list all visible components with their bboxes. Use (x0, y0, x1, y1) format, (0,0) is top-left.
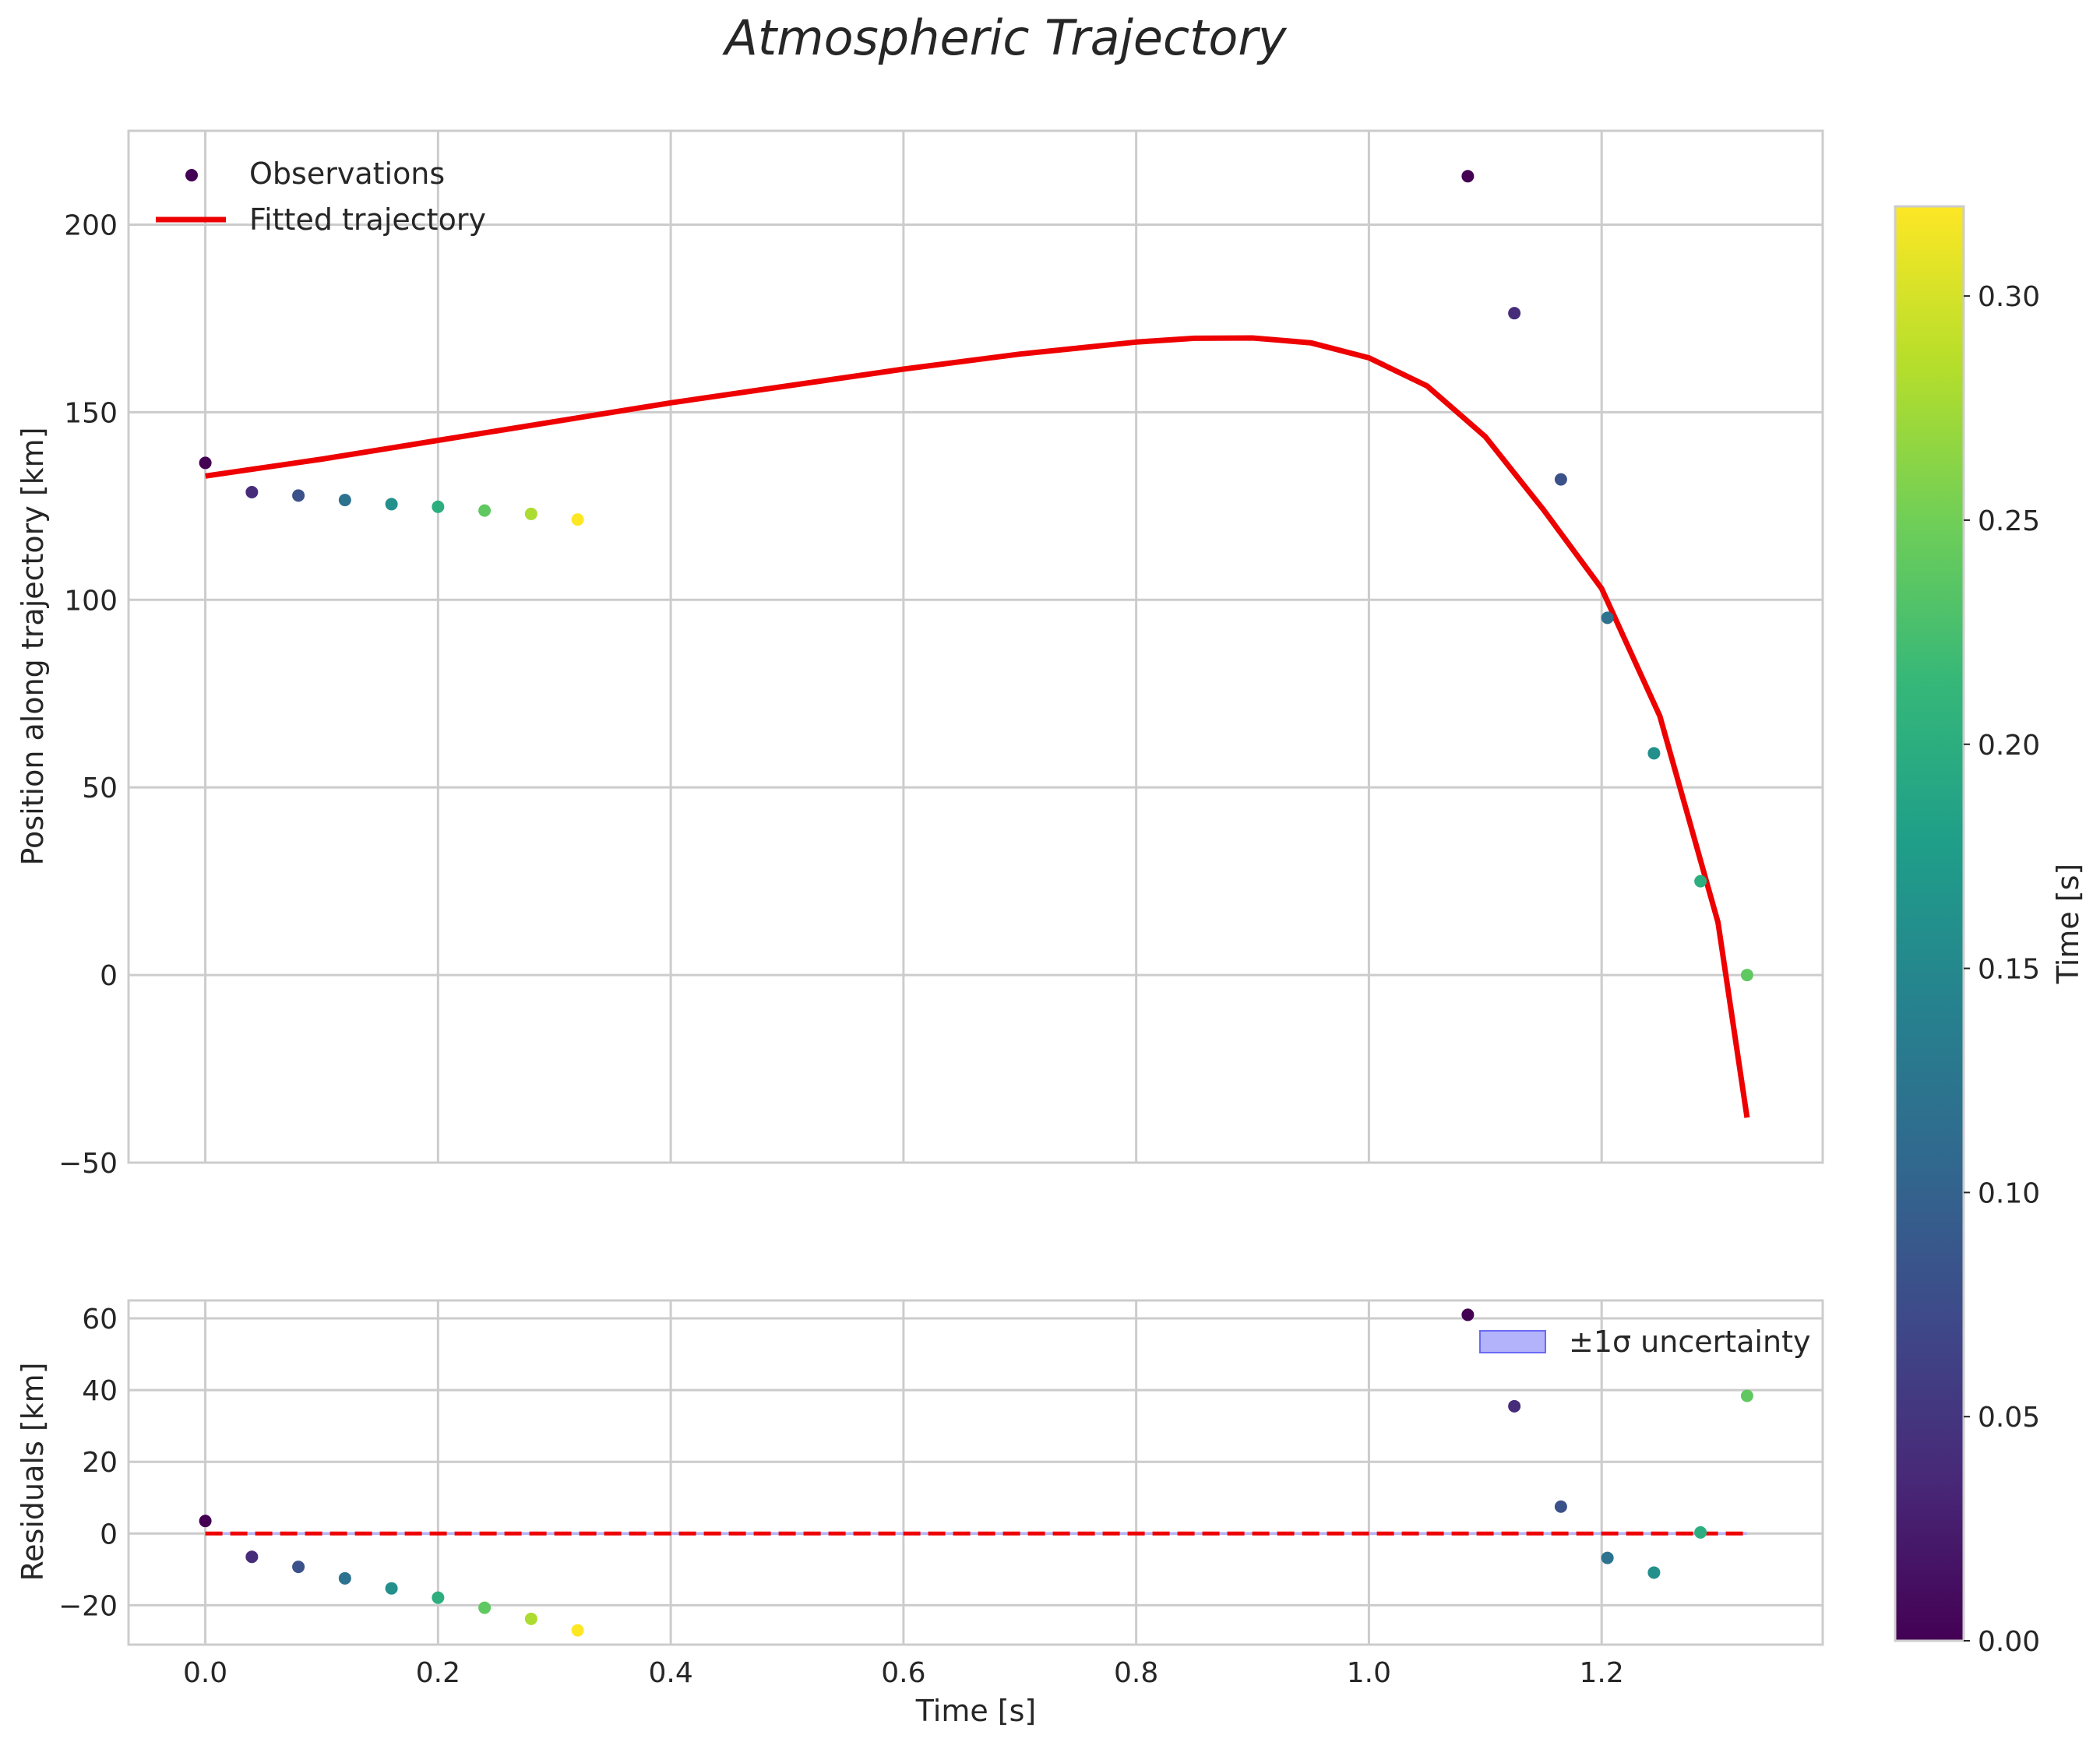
colorbar-tick-label: 0.20 (1978, 730, 2040, 762)
residual-point (338, 1571, 351, 1585)
bottom-axes: −20 0 20 40 60 0.0 0.2 0.4 0.6 0.8 1.0 1.2 Residua… (16, 1299, 1824, 1728)
top-gridlines (129, 131, 1823, 1164)
colorbar-tick-label: 0.30 (1978, 281, 2040, 313)
observation-point (1461, 170, 1475, 183)
bottom-x-tick-labels: 0.0 0.2 0.4 0.6 0.8 1.0 1.2 (183, 1657, 1624, 1689)
residual-point (1508, 1399, 1521, 1413)
residual-point (478, 1601, 492, 1614)
bottom-x-tick-label: 1.0 (1347, 1657, 1391, 1689)
legend-uncertainty-label: ±1σ uncertainty (1569, 1325, 1810, 1359)
observation-point (432, 500, 445, 513)
legend-observations-label: Observations (249, 157, 445, 191)
observation-point (1554, 473, 1567, 486)
top-y-tick-label: 200 (64, 209, 118, 241)
top-axes: −50 0 50 100 150 200 Position along trajector… (16, 129, 1824, 1180)
observation-points (199, 170, 1753, 982)
observation-point (524, 507, 537, 520)
uncertainty-band (205, 1532, 1747, 1536)
colorbar-tick-label: 0.10 (1978, 1177, 2040, 1209)
bottom-y-tick-label: 0 (100, 1518, 118, 1550)
observation-point (338, 494, 351, 507)
bottom-x-tick-label: 0.0 (183, 1657, 227, 1689)
top-y-tick-label: 50 (82, 772, 118, 804)
chart-title: Atmospheric Trajectory (721, 9, 1287, 66)
colorbar-gradient (1895, 206, 1964, 1641)
colorbar-label: Time [s] (2051, 864, 2085, 985)
observation-point (292, 489, 305, 502)
observation-point (1508, 307, 1521, 320)
fitted-trajectory-line (205, 335, 1750, 1118)
residual-point (1647, 1566, 1661, 1579)
observation-point (385, 498, 398, 511)
colorbar-tick-labels: 0.00 0.05 0.10 0.15 0.20 0.25 0.30 (1964, 281, 2040, 1658)
bottom-axes-frame (127, 1299, 1824, 1646)
residual-point (292, 1561, 305, 1574)
bottom-y-tick-label: 20 (82, 1447, 118, 1479)
x-axis-label: Time [s] (915, 1694, 1037, 1728)
observation-point (1601, 611, 1614, 625)
observation-point (1694, 874, 1707, 888)
observation-point (571, 513, 584, 526)
top-y-tick-labels: −50 0 50 100 150 200 (58, 209, 118, 1180)
top-y-tick-label: −50 (58, 1148, 118, 1180)
bottom-y-tick-label: 40 (82, 1375, 118, 1407)
observation-point (1740, 969, 1753, 982)
top-y-axis-label: Position along trajectory [km] (16, 427, 50, 865)
residual-point (1601, 1551, 1614, 1564)
bottom-x-tick-label: 0.2 (416, 1657, 460, 1689)
residual-point (199, 1515, 212, 1528)
residual-point (385, 1582, 398, 1595)
bottom-y-tick-label: 60 (82, 1304, 118, 1336)
residual-point (1694, 1526, 1707, 1539)
residual-points (199, 1308, 1753, 1637)
legend-fit-label: Fitted trajectory (249, 202, 486, 237)
top-legend: Observations Fitted trajectory (156, 157, 486, 237)
legend-uncertainty-swatch (1479, 1330, 1546, 1353)
observation-point (1647, 747, 1661, 760)
bottom-y-axis-label: Residuals [km] (16, 1362, 50, 1581)
observation-point (478, 504, 492, 517)
top-axes-frame (127, 129, 1824, 1164)
residual-point (571, 1624, 584, 1637)
observation-point (199, 456, 212, 470)
colorbar-tick-label: 0.00 (1978, 1626, 2040, 1658)
residual-point (245, 1550, 259, 1564)
colorbar-tick-label: 0.15 (1978, 954, 2040, 986)
residual-point (1740, 1389, 1753, 1402)
bottom-y-tick-labels: −20 0 20 40 60 (58, 1304, 118, 1622)
residual-point (1554, 1500, 1567, 1513)
colorbar-frame (1894, 205, 1965, 1642)
bottom-x-tick-label: 0.6 (881, 1657, 925, 1689)
residual-point (1461, 1308, 1475, 1321)
colorbar: 0.00 0.05 0.10 0.15 0.20 0.25 0.30 Time [s] (1894, 205, 2085, 1658)
top-y-tick-label: 0 (100, 960, 118, 992)
bottom-x-tick-label: 0.8 (1114, 1657, 1158, 1689)
colorbar-tick-label: 0.25 (1978, 505, 2040, 537)
colorbar-tick-label: 0.05 (1978, 1402, 2040, 1434)
bottom-x-tick-label: 1.2 (1580, 1657, 1624, 1689)
top-y-tick-label: 100 (64, 585, 118, 617)
residual-point (524, 1612, 537, 1625)
bottom-y-tick-label: −20 (58, 1590, 118, 1622)
bottom-x-tick-label: 0.4 (648, 1657, 692, 1689)
legend-observations-marker (185, 169, 198, 181)
top-y-tick-label: 150 (64, 397, 118, 429)
bottom-legend: ±1σ uncertainty (1479, 1325, 1810, 1359)
residual-point (432, 1591, 445, 1604)
observation-point (245, 485, 259, 498)
